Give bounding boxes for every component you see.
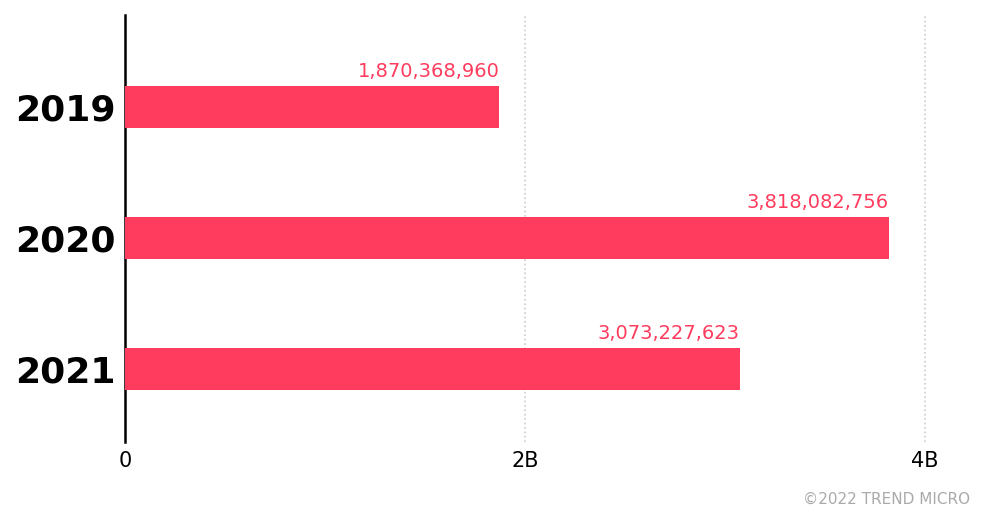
- Text: 3,818,082,756: 3,818,082,756: [747, 193, 889, 212]
- Text: 1,870,368,960: 1,870,368,960: [357, 61, 499, 81]
- Bar: [125, 349, 740, 391]
- Text: 3,073,227,623: 3,073,227,623: [598, 324, 740, 343]
- Bar: [125, 217, 889, 259]
- Bar: [125, 86, 499, 128]
- Text: ©2022 TREND MICRO: ©2022 TREND MICRO: [803, 492, 970, 507]
